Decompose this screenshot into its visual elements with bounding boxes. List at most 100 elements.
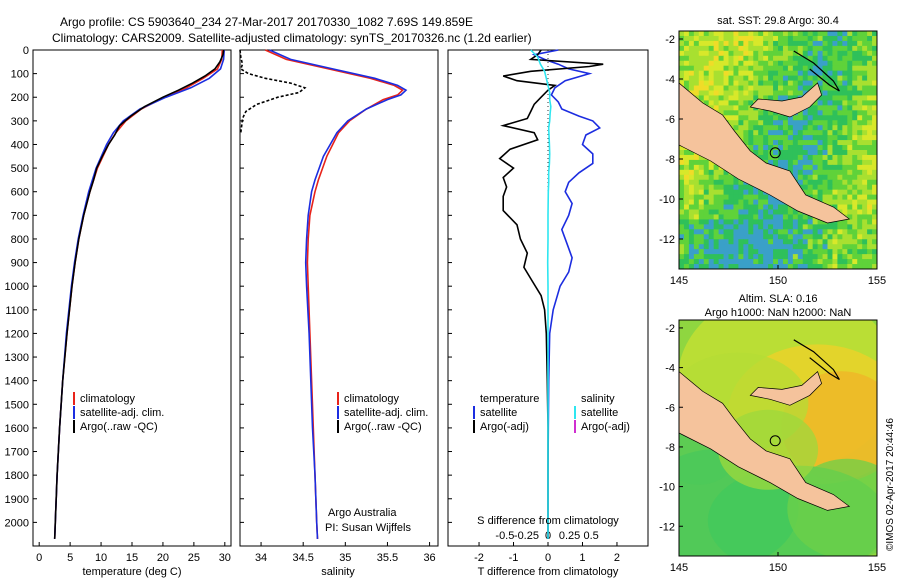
difference-legend: temperature satellite Argo(-adj) salinit… [473, 393, 630, 433]
diff-legend-targo: Argo(-adj) [480, 421, 529, 433]
sst-map-title: sat. SST: 29.8 Argo: 30.4 [717, 15, 839, 27]
series-line-climatology [264, 49, 404, 539]
ytick-label: 2000 [5, 517, 29, 529]
series-line-climatology [53, 49, 224, 539]
legend-salinity-title: salinity [581, 393, 615, 405]
xtick-label: 10 [95, 552, 107, 564]
xtick-label: 34 [255, 552, 267, 564]
sla-map-title: Altim. SLA: 0.16 [739, 293, 818, 305]
map-ytick-label: -6 [665, 114, 675, 126]
legend-satellite: satellite-adj. clim. [80, 407, 164, 419]
temperature-legend: climatology satellite-adj. clim. Argo(..… [73, 392, 164, 433]
ytick-label: 200 [11, 92, 29, 104]
imos-watermark: ©IMOS 02-Apr-2017 20:44:46 [885, 418, 896, 551]
xtick-label: 0 [545, 552, 551, 564]
new-britain [749, 82, 823, 118]
float-position-marker [769, 147, 781, 159]
series-line-s-satellite [530, 49, 552, 539]
xtick-label: 25 [188, 552, 200, 564]
xtick-label: 15 [126, 552, 138, 564]
sst-field [679, 31, 877, 269]
series-line-argo-raw-qc- [53, 49, 225, 539]
map-ytick-label: -2 [665, 323, 675, 335]
ytick-label: 1300 [5, 352, 29, 364]
map-ytick-label: -6 [665, 402, 675, 414]
difference-xlabel: T difference from climatology [478, 566, 619, 578]
salinity-tick-label: 0.5 [583, 530, 598, 542]
xtick-label: 34.5 [292, 552, 313, 564]
map-xtick-label: 145 [670, 275, 688, 287]
ytick-label: 100 [11, 69, 29, 81]
xtick-label: 5 [67, 552, 73, 564]
diff-legend-sargo: Argo(-adj) [581, 421, 630, 433]
difference-panel: -2 -1 0 1 2-0.5 -0.25 0 0.25 0.5 temperature sat… [447, 49, 649, 578]
temperature-xlabel: temperature (deg C) [82, 566, 181, 578]
xtick-label: 35.5 [377, 552, 398, 564]
map-xtick-label: 155 [868, 562, 886, 574]
ytick-label: 1100 [5, 305, 29, 317]
map-ytick-label: -12 [659, 234, 675, 246]
xtick-label: 1 [579, 552, 585, 564]
map-ytick-label: -10 [659, 482, 675, 494]
ytick-label: 1200 [5, 328, 29, 340]
xtick-label: -1 [509, 552, 519, 564]
map-xtick-label: 155 [868, 275, 886, 287]
new-ireland [793, 50, 840, 92]
ytick-label: 700 [11, 210, 29, 222]
legend-temperature-title: temperature [480, 393, 539, 405]
land-mass [679, 82, 851, 224]
legend-argo: Argo(..raw -QC) [80, 421, 158, 433]
float-position-marker [769, 435, 781, 447]
ytick-label: 900 [11, 258, 29, 270]
salinity-panel: 34 34.5 35 35.5 36 climatology satellite-adj… [239, 49, 439, 578]
ytick-label: 300 [11, 116, 29, 128]
ytick-label: 1400 [5, 376, 29, 388]
ytick-label: 400 [11, 139, 29, 151]
salinity-legend: climatology satellite-adj. clim. Argo(..… [337, 392, 428, 433]
ytick-label: 1500 [5, 399, 29, 411]
ytick-label: 1800 [5, 470, 29, 482]
diff-legend-tsat: satellite [480, 407, 517, 419]
sal-legend-satellite: satellite-adj. clim. [344, 407, 428, 419]
ytick-label: 1900 [5, 494, 29, 506]
map-xtick-label: 150 [769, 562, 787, 574]
map-ytick-label: -4 [665, 363, 675, 375]
map-xtick-label: 145 [670, 562, 688, 574]
series-line-satellite-adj-clim- [53, 49, 225, 539]
temperature-panel: 0 5 10 15 20 25 300100200300400500600700800900… [5, 45, 232, 578]
ytick-label: 1700 [5, 447, 29, 459]
credit-line2: PI: Susan Wijffels [325, 522, 411, 534]
temperature-frame [32, 49, 232, 547]
map-ytick-label: -8 [665, 154, 675, 166]
legend-climatology: climatology [80, 393, 136, 405]
series-line-t-argo-adj- [498, 49, 604, 539]
sla-field [679, 320, 877, 556]
salinity-tick-label: 0.25 [559, 530, 580, 542]
xtick-label: 0 [36, 552, 42, 564]
salinity-frame [239, 49, 439, 547]
sal-legend-climatology: climatology [344, 393, 400, 405]
land-mass [679, 371, 851, 511]
map-ytick-label: -8 [665, 442, 675, 454]
sla-map-subtitle: Argo h1000: NaN h2000: NaN [705, 307, 852, 319]
salinity-xlabel: salinity [321, 566, 355, 578]
sla-map: 145 150 155 -2 -4 -6 -8 -10 -12 [659, 319, 886, 574]
xtick-label: 2 [614, 552, 620, 564]
salinity-tick-label: -0.5 [495, 530, 514, 542]
map-xtick-label: 150 [769, 275, 787, 287]
map-ytick-label: -4 [665, 74, 675, 86]
new-ireland [793, 339, 840, 381]
series-line-argo-raw-qc- [239, 49, 307, 133]
ytick-label: 500 [11, 163, 29, 175]
sal-legend-argo: Argo(..raw -QC) [344, 421, 422, 433]
ytick-label: 0 [23, 45, 29, 57]
map-ytick-label: -2 [665, 34, 675, 46]
ytick-label: 1600 [5, 423, 29, 435]
credit-line1: Argo Australia [328, 507, 397, 519]
xtick-label: -2 [474, 552, 484, 564]
map-ytick-label: -10 [659, 194, 675, 206]
header-line1: Argo profile: CS 5903640_234 27-Mar-2017… [60, 15, 473, 29]
difference-xlabel-top: S difference from climatology [477, 515, 619, 527]
salinity-tick-label: -0.25 [514, 530, 539, 542]
xtick-label: 36 [423, 552, 435, 564]
